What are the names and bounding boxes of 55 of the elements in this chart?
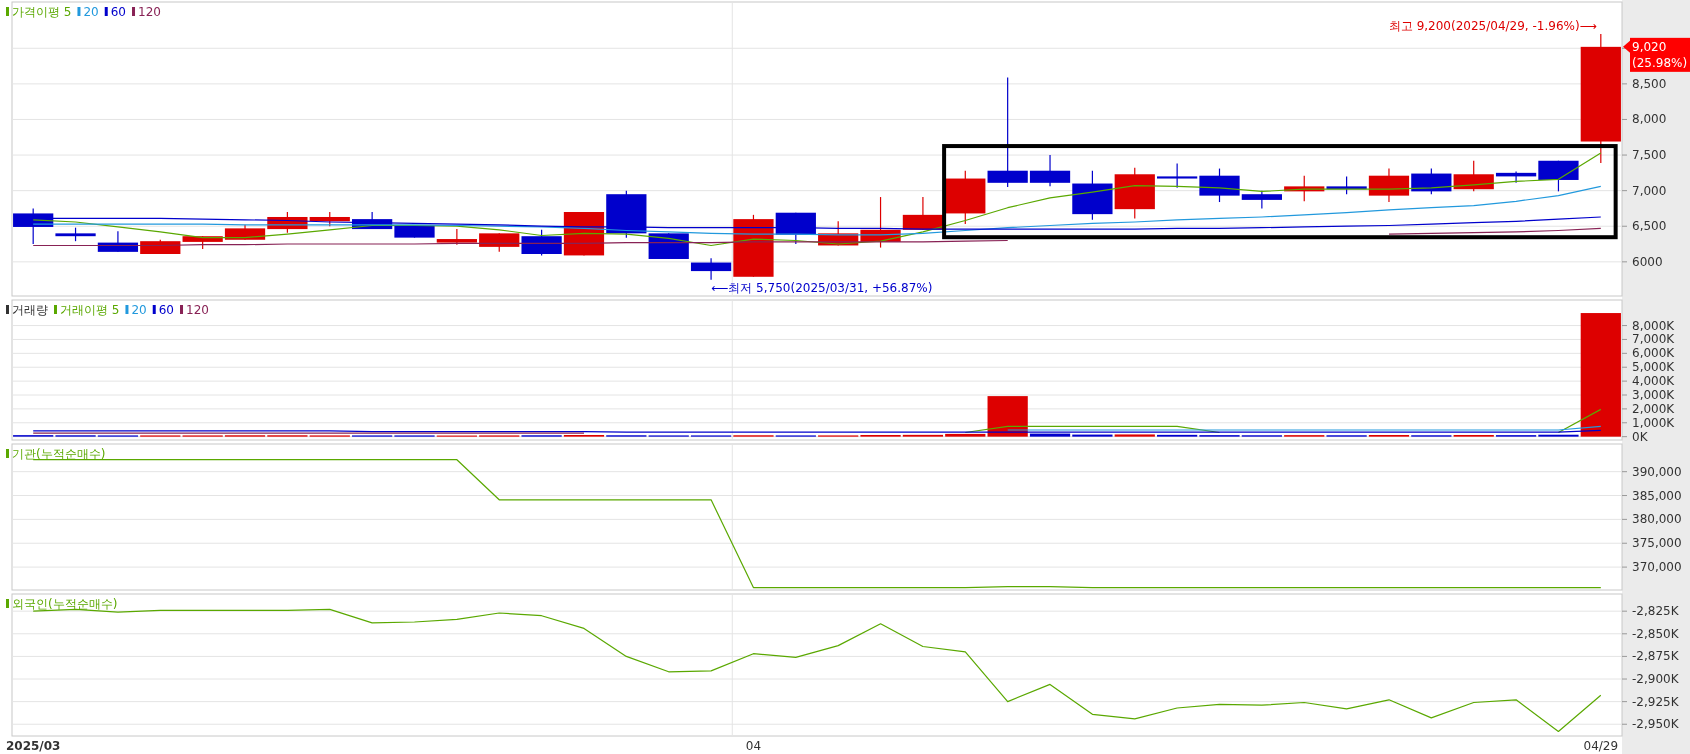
chart-title: 외국인(누적순매수) (12, 597, 118, 611)
y-tick-label: -2,925K (1632, 694, 1680, 709)
y-tick-label: 2,000K (1632, 401, 1676, 416)
candlestick (1241, 190, 1282, 210)
candlestick (1157, 162, 1198, 189)
y-tick-label: -2,825K (1632, 604, 1680, 619)
y-tick-label: -2,850K (1632, 626, 1680, 641)
x-tick-label: 2025/03 (5, 739, 61, 753)
legend-label: 60 (110, 5, 127, 19)
x-tick-label: 04/29 (1583, 739, 1619, 753)
candlestick (987, 76, 1028, 188)
annotation: ⟵최저 5,750(2025/03/31, +56.87%) (711, 280, 933, 295)
y-tick-label: -2,950K (1632, 717, 1680, 732)
y-tick-label: 6,500 (1632, 219, 1667, 234)
y-tick-label: 4,000K (1632, 374, 1676, 389)
y-tick-label: 7,000K (1632, 332, 1676, 347)
bar (1580, 313, 1621, 437)
line-series (32, 152, 1602, 247)
y-tick-label: 3,000K (1632, 388, 1676, 402)
y-tick-label: 8,000K (1632, 318, 1676, 333)
bar (945, 433, 986, 437)
y-tick-label: 385,000 (1632, 488, 1682, 503)
x-tick-label: 04 (745, 739, 762, 753)
y-tick-label: 6,000K (1632, 346, 1676, 361)
legend-label: 120 (138, 5, 161, 19)
annotation: 최고 9,200(2025/04/29, -1.96%)⟶ (1388, 19, 1597, 34)
legend-label: 20 (131, 303, 147, 317)
y-tick-label: -2,875K (1632, 649, 1680, 664)
y-tick-label: 380,000 (1632, 512, 1682, 527)
bar (1114, 434, 1155, 437)
y-tick-label: 7,500 (1632, 148, 1667, 163)
candlestick (436, 228, 477, 246)
legend-label: 120 (186, 303, 209, 317)
y-tick-label: -2,900K (1632, 672, 1680, 687)
bar (987, 396, 1028, 437)
y-tick-label: 7,000 (1632, 183, 1667, 198)
chart-title: 거래량 (12, 303, 48, 317)
line-series (32, 185, 1602, 236)
line-series (32, 608, 1602, 733)
y-tick-label: 8,500 (1632, 76, 1667, 91)
y-tick-label: 0K (1632, 429, 1649, 444)
y-tick-label: 370,000 (1632, 560, 1682, 575)
bar (1072, 434, 1113, 437)
y-tick-label: 8,000 (1632, 112, 1667, 127)
chart-title: 기관(누적순매수) (12, 447, 106, 461)
y-tick-label: 6000 (1632, 254, 1663, 269)
legend-label: 가격이평 5 (12, 5, 72, 19)
legend-label: 60 (158, 303, 175, 317)
y-tick-label: 1,000K (1632, 415, 1676, 430)
legend-label: 거래이평 5 (60, 303, 120, 317)
y-tick-label: 5,000K (1632, 360, 1676, 375)
y-tick-label: 390,000 (1632, 464, 1682, 479)
legend-label: 20 (83, 5, 99, 19)
line-series (32, 459, 1602, 589)
y-tick-label: 375,000 (1632, 536, 1682, 551)
